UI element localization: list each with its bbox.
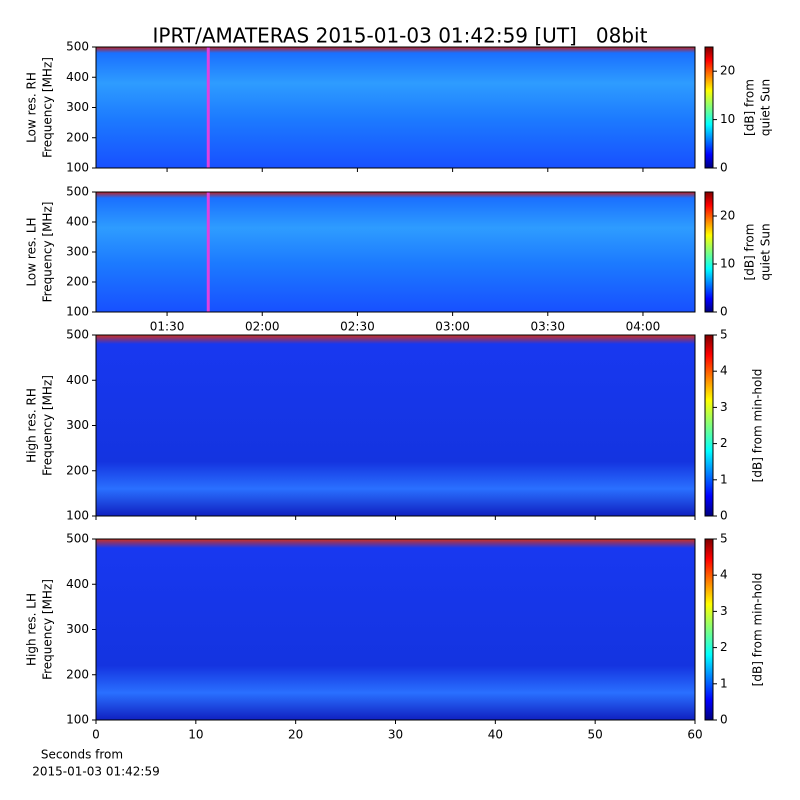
colorbar-label: quiet Sun	[759, 79, 773, 136]
y-tick-label: 200	[66, 463, 89, 477]
colorbar	[704, 191, 714, 313]
spectrogram	[96, 539, 695, 720]
y-tick-label: 300	[66, 100, 89, 114]
colorbar	[704, 46, 714, 169]
y-axis-label: High res. RH	[25, 388, 39, 463]
colorbar-tick-label: 5	[720, 328, 728, 342]
y-tick-label: 500	[66, 532, 89, 546]
y-tick-label: 400	[66, 373, 89, 387]
y-tick-label: 500	[66, 185, 89, 199]
colorbar-tick-label: 10	[720, 257, 735, 271]
y-tick-label: 300	[66, 245, 89, 259]
y-tick-label: 400	[66, 577, 89, 591]
y-tick-label: 100	[66, 161, 89, 175]
x-tick-label: 60	[687, 728, 702, 742]
x-tick-label: 02:00	[245, 320, 280, 334]
colorbar	[704, 538, 714, 721]
y-tick-label: 400	[66, 215, 89, 229]
colorbar-tick-label: 0	[720, 161, 728, 175]
y-axis-label: Frequency [MHz]	[41, 57, 55, 158]
y-tick-label: 300	[66, 622, 89, 636]
colorbar-tick-label: 2	[720, 640, 728, 654]
y-tick-label: 500	[66, 328, 89, 342]
x-tick-label: 0	[92, 728, 100, 742]
plot-frame	[95, 334, 696, 517]
colorbar-tick-label: 10	[720, 112, 735, 126]
colorbar-tick-label: 2	[720, 436, 728, 450]
x-axis-label: Seconds from	[41, 748, 123, 762]
colorbar-tick-label: 20	[720, 209, 735, 223]
y-axis-label: Frequency [MHz]	[41, 579, 55, 680]
x-tick-label: 04:00	[626, 320, 661, 334]
x-tick-label: 01:30	[150, 320, 185, 334]
x-tick-label: 30	[388, 728, 403, 742]
colorbar-label: quiet Sun	[759, 223, 773, 280]
x-tick-label: 03:00	[435, 320, 470, 334]
y-tick-label: 200	[66, 130, 89, 144]
y-axis-label: Low res. RH	[25, 72, 39, 143]
y-tick-label: 300	[66, 418, 89, 432]
chart-title: IPRT/AMATERAS 2015-01-03 01:42:59 [UT] 0…	[153, 24, 648, 48]
x-axis-label: 2015-01-03 01:42:59	[32, 765, 159, 779]
colorbar-tick-label: 0	[720, 713, 728, 727]
plot-frame	[95, 46, 696, 169]
y-tick-label: 400	[66, 70, 89, 84]
colorbar-tick-label: 20	[720, 64, 735, 78]
y-axis-label: Low res. LH	[25, 217, 39, 286]
plot-frame	[95, 538, 696, 721]
colorbar	[704, 334, 714, 517]
colorbar-tick-label: 0	[720, 305, 728, 319]
colorbar-tick-label: 1	[720, 676, 728, 690]
y-tick-label: 500	[66, 40, 89, 54]
colorbar-tick-label: 4	[720, 364, 728, 378]
y-tick-label: 200	[66, 275, 89, 289]
colorbar-label: [dB] from min-hold	[751, 369, 765, 483]
y-tick-label: 200	[66, 667, 89, 681]
x-tick-label: 40	[488, 728, 503, 742]
spectrogram	[96, 192, 695, 312]
colorbar-label: [dB] from	[743, 79, 757, 136]
x-tick-label: 02:30	[340, 320, 375, 334]
y-axis-label: Frequency [MHz]	[41, 375, 55, 476]
colorbar-tick-label: 1	[720, 472, 728, 486]
colorbar-tick-label: 0	[720, 509, 728, 523]
spectrogram	[96, 335, 695, 516]
y-axis-label: Frequency [MHz]	[41, 202, 55, 303]
y-tick-label: 100	[66, 713, 89, 727]
colorbar-tick-label: 3	[720, 604, 728, 618]
colorbar-label: [dB] from min-hold	[751, 573, 765, 687]
x-tick-label: 03:30	[530, 320, 565, 334]
x-tick-label: 10	[188, 728, 203, 742]
spectrogram	[96, 47, 695, 168]
colorbar-tick-label: 4	[720, 568, 728, 582]
y-tick-label: 100	[66, 305, 89, 319]
y-tick-label: 100	[66, 509, 89, 523]
colorbar-tick-label: 5	[720, 532, 728, 546]
colorbar-tick-label: 3	[720, 400, 728, 414]
colorbar-label: [dB] from	[743, 224, 757, 281]
x-tick-label: 20	[288, 728, 303, 742]
x-tick-label: 50	[588, 728, 603, 742]
plot-frame	[95, 191, 696, 313]
y-axis-label: High res. LH	[25, 593, 39, 666]
